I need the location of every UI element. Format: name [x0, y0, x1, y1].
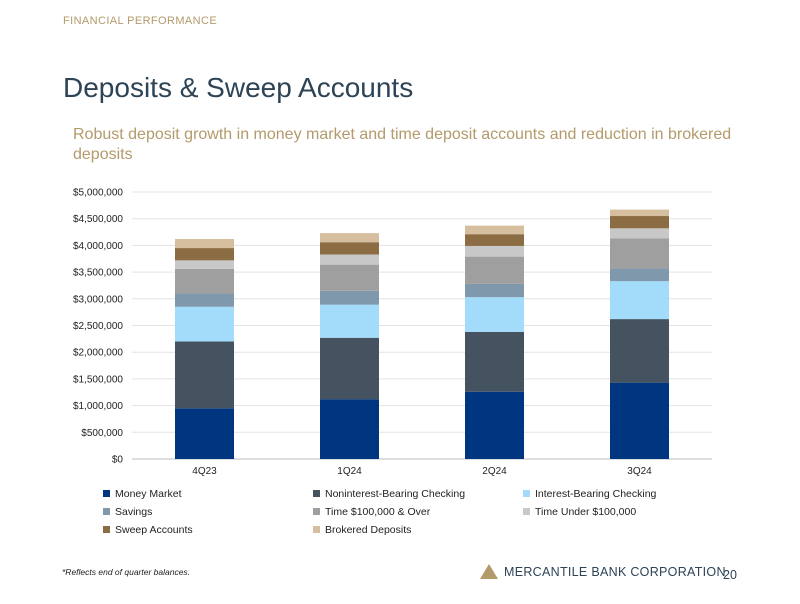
bar-segment — [465, 234, 524, 246]
legend-item: Time $100,000 & Over — [313, 505, 523, 518]
bar-segment — [320, 290, 379, 305]
y-tick-label: $2,000,000 — [73, 348, 123, 359]
page-number: 20 — [723, 568, 737, 582]
bar-segment — [320, 233, 379, 243]
y-tick-label: $1,000,000 — [73, 401, 123, 412]
legend-swatch — [313, 526, 320, 533]
bar-segment — [320, 242, 379, 255]
legend-item: Money Market — [103, 487, 313, 500]
chart-bars — [175, 209, 669, 459]
bar-segment — [320, 264, 379, 291]
legend-swatch — [523, 490, 530, 497]
y-tick-label: $5,000,000 — [73, 188, 123, 199]
bar-segment — [175, 238, 234, 249]
x-tick-label: 3Q24 — [627, 466, 652, 477]
legend-swatch — [313, 490, 320, 497]
legend-label: Money Market — [115, 487, 182, 500]
bar-segment — [320, 304, 379, 338]
bar-segment — [175, 341, 234, 409]
x-tick-label: 1Q24 — [337, 466, 362, 477]
company-name: MERCANTILE BANK CORPORATION — [504, 564, 726, 579]
chart-legend: Money Market Noninterest-Bearing Checking… — [103, 487, 743, 536]
bar-segment — [175, 248, 234, 261]
y-tick-label: $1,500,000 — [73, 374, 123, 385]
bar-segment — [175, 293, 234, 307]
bar-segment — [320, 337, 379, 400]
legend-item: Brokered Deposits — [313, 523, 523, 536]
bar-segment — [610, 238, 669, 269]
y-tick-label: $2,500,000 — [73, 321, 123, 332]
bar-segment — [610, 281, 669, 320]
bar-segment — [465, 297, 524, 332]
legend-label: Savings — [115, 505, 153, 518]
legend-swatch — [103, 508, 110, 515]
y-tick-label: $500,000 — [81, 428, 123, 439]
bar-segment — [175, 268, 234, 294]
bar-segment — [175, 260, 234, 269]
legend-item: Time Under $100,000 — [523, 505, 733, 518]
bar-segment — [610, 268, 669, 282]
bar-segment — [320, 254, 379, 265]
section-label: FINANCIAL PERFORMANCE — [63, 15, 218, 27]
legend-label: Time $100,000 & Over — [325, 505, 431, 518]
bar-segment — [610, 382, 669, 459]
legend-label: Noninterest-Bearing Checking — [325, 487, 466, 500]
legend-item: Interest-Bearing Checking — [523, 487, 733, 500]
legend-label: Brokered Deposits — [325, 523, 412, 536]
bar-segment — [465, 283, 524, 298]
chart-axis-labels: $0 $500,000 $1,000,000 $1,500,000 $2,000,000… — [73, 188, 652, 478]
legend-label: Interest-Bearing Checking — [535, 487, 657, 500]
legend-swatch — [103, 526, 110, 533]
legend-label: Sweep Accounts — [115, 523, 193, 536]
bar-segment — [175, 408, 234, 459]
legend-swatch — [523, 508, 530, 515]
bar-segment — [465, 225, 524, 235]
legend-swatch — [313, 508, 320, 515]
y-tick-label: $3,000,000 — [73, 294, 123, 305]
company-brand: MERCANTILE BANK CORPORATION — [480, 564, 726, 579]
y-tick-label: $4,000,000 — [73, 241, 123, 252]
y-tick-label: $4,500,000 — [73, 214, 123, 225]
bar-segment — [465, 245, 524, 257]
bar-segment — [610, 228, 669, 239]
page-subtitle: Robust deposit growth in money market an… — [73, 126, 732, 163]
bar-segment — [610, 209, 669, 217]
page-title: Deposits & Sweep Accounts — [63, 72, 414, 103]
bar-segment — [320, 399, 379, 459]
triangle-logo-icon — [480, 564, 498, 579]
bar-segment — [465, 331, 524, 392]
bar-segment — [175, 306, 234, 342]
legend-item: Savings — [103, 505, 313, 518]
legend-item: Sweep Accounts — [103, 523, 313, 536]
bar-segment — [465, 391, 524, 459]
x-tick-label: 2Q24 — [482, 466, 507, 477]
y-tick-label: $0 — [112, 455, 124, 466]
bar-segment — [465, 256, 524, 284]
y-tick-label: $3,500,000 — [73, 268, 123, 279]
bar-segment — [610, 216, 669, 229]
bar-segment — [610, 319, 669, 383]
legend-label: Time Under $100,000 — [535, 505, 637, 518]
footnote: *Reflects end of quarter balances. — [62, 567, 191, 577]
legend-item: Noninterest-Bearing Checking — [313, 487, 523, 500]
x-tick-label: 4Q23 — [192, 466, 217, 477]
legend-swatch — [103, 490, 110, 497]
